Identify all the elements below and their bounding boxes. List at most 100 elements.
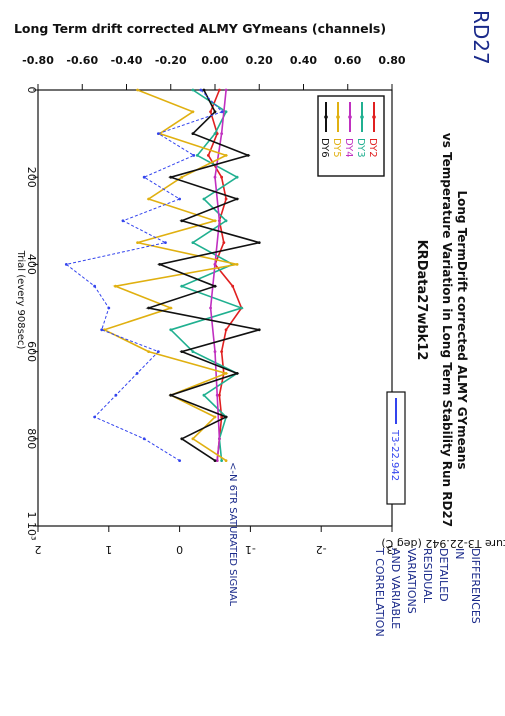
series-point <box>192 154 196 157</box>
series-point <box>114 393 118 397</box>
series-point <box>136 88 139 92</box>
series-point <box>220 459 224 462</box>
left-tick-label: 0 <box>25 87 38 94</box>
series-point <box>235 197 239 201</box>
series-point <box>142 175 146 179</box>
top-tick-label: -0.80 <box>22 54 54 67</box>
temp-legend-label: T3-22.942 <box>389 429 400 481</box>
series-point <box>180 219 184 223</box>
legend-marker <box>336 115 340 119</box>
series-point <box>180 350 184 353</box>
series-point <box>202 393 206 397</box>
left-axis-title: Trial (every 908sec) <box>15 250 26 350</box>
series-point <box>180 175 184 179</box>
series-point <box>209 110 212 114</box>
temp-legend-frame <box>386 391 406 505</box>
series-point <box>224 459 228 462</box>
series-point <box>218 219 221 223</box>
series-line-t3-22-942 <box>65 89 224 462</box>
left-tick-label: 200 <box>25 167 38 188</box>
temperature-legend: T3-22.942 <box>386 391 406 505</box>
series-point <box>235 263 239 266</box>
series-point <box>191 241 195 245</box>
margin-note-line: VARIATIONS <box>405 548 418 614</box>
margin-note-line: AND VARIABLE <box>389 548 402 629</box>
temp-legend-box: T3-22.942 <box>386 391 406 505</box>
legend-frame <box>317 95 385 177</box>
series-point <box>114 284 117 288</box>
bottom-tick-label: 2 <box>35 543 42 556</box>
left-tick-label: 600 <box>25 341 38 362</box>
series-point <box>191 110 195 114</box>
axis-ticks: -0.80 -0.60 -0.40 -0.20 0.00 0.20 0.40 0.60 0.80… <box>22 54 406 556</box>
series-point <box>178 459 182 462</box>
left-tick-label: 400 <box>25 254 38 275</box>
series-point <box>220 350 224 353</box>
series-point <box>107 306 111 310</box>
series-point <box>215 393 219 397</box>
legend-label: DY6 <box>319 138 330 158</box>
margin-note-line: IN <box>453 548 466 559</box>
series-point <box>213 175 217 179</box>
series-point <box>206 154 210 157</box>
series-point <box>224 110 228 114</box>
series-point <box>213 415 217 419</box>
series-point <box>213 284 217 288</box>
top-tick-label: 0.40 <box>290 54 317 67</box>
series-point <box>224 415 228 419</box>
series-point <box>202 197 206 201</box>
series-point <box>222 241 226 245</box>
series-point <box>213 459 217 462</box>
page-mark: RD27 <box>469 10 493 65</box>
series-point <box>213 350 217 353</box>
series-point <box>135 372 139 375</box>
legend-marker <box>372 115 376 119</box>
series-point <box>213 132 217 136</box>
series-point <box>213 263 217 266</box>
series-point <box>191 350 195 353</box>
series-point <box>121 219 125 223</box>
top-tick-label: 0.60 <box>334 54 361 67</box>
bottom-tick-label: 1 <box>105 543 112 556</box>
legend-marker <box>324 115 328 119</box>
series-point <box>169 393 173 397</box>
series-point <box>215 132 219 136</box>
series-point <box>199 88 203 92</box>
series-point <box>220 110 224 114</box>
series-point <box>191 88 195 92</box>
series-point <box>147 350 151 353</box>
series-point <box>213 219 217 223</box>
series-point <box>156 132 160 136</box>
series-point <box>224 88 228 92</box>
top-tick-label: 0.80 <box>378 54 405 67</box>
series-point <box>224 372 228 375</box>
bottom-axis-title: Temperature T3-22.942 (deg C) <box>381 537 505 550</box>
series-point <box>224 328 228 332</box>
series-point <box>164 241 167 245</box>
series-point <box>220 175 224 179</box>
legend-marker <box>348 115 352 119</box>
series-point <box>93 284 97 288</box>
left-tick-label: 800 <box>25 428 38 449</box>
series-point <box>235 372 239 375</box>
series-point <box>218 88 221 92</box>
legend-label: DY3 <box>355 138 366 158</box>
series-point <box>169 175 173 179</box>
top-tick-label: 0.20 <box>246 54 273 67</box>
series-point <box>215 459 219 462</box>
top-tick-label: 0.00 <box>201 54 228 67</box>
series-point <box>136 241 139 245</box>
top-tick-label: -0.20 <box>155 54 187 67</box>
series-point <box>156 350 160 353</box>
series-point <box>147 197 151 201</box>
margin-note: DIFFERENCESINDETAILEDRESIDUALVARIATIONSA… <box>373 547 482 637</box>
margin-note-line: RESIDUAL <box>421 548 434 604</box>
series-point <box>224 219 228 223</box>
series-point <box>64 263 68 266</box>
top-tick-label: -0.40 <box>111 54 143 67</box>
series-point <box>142 437 146 441</box>
